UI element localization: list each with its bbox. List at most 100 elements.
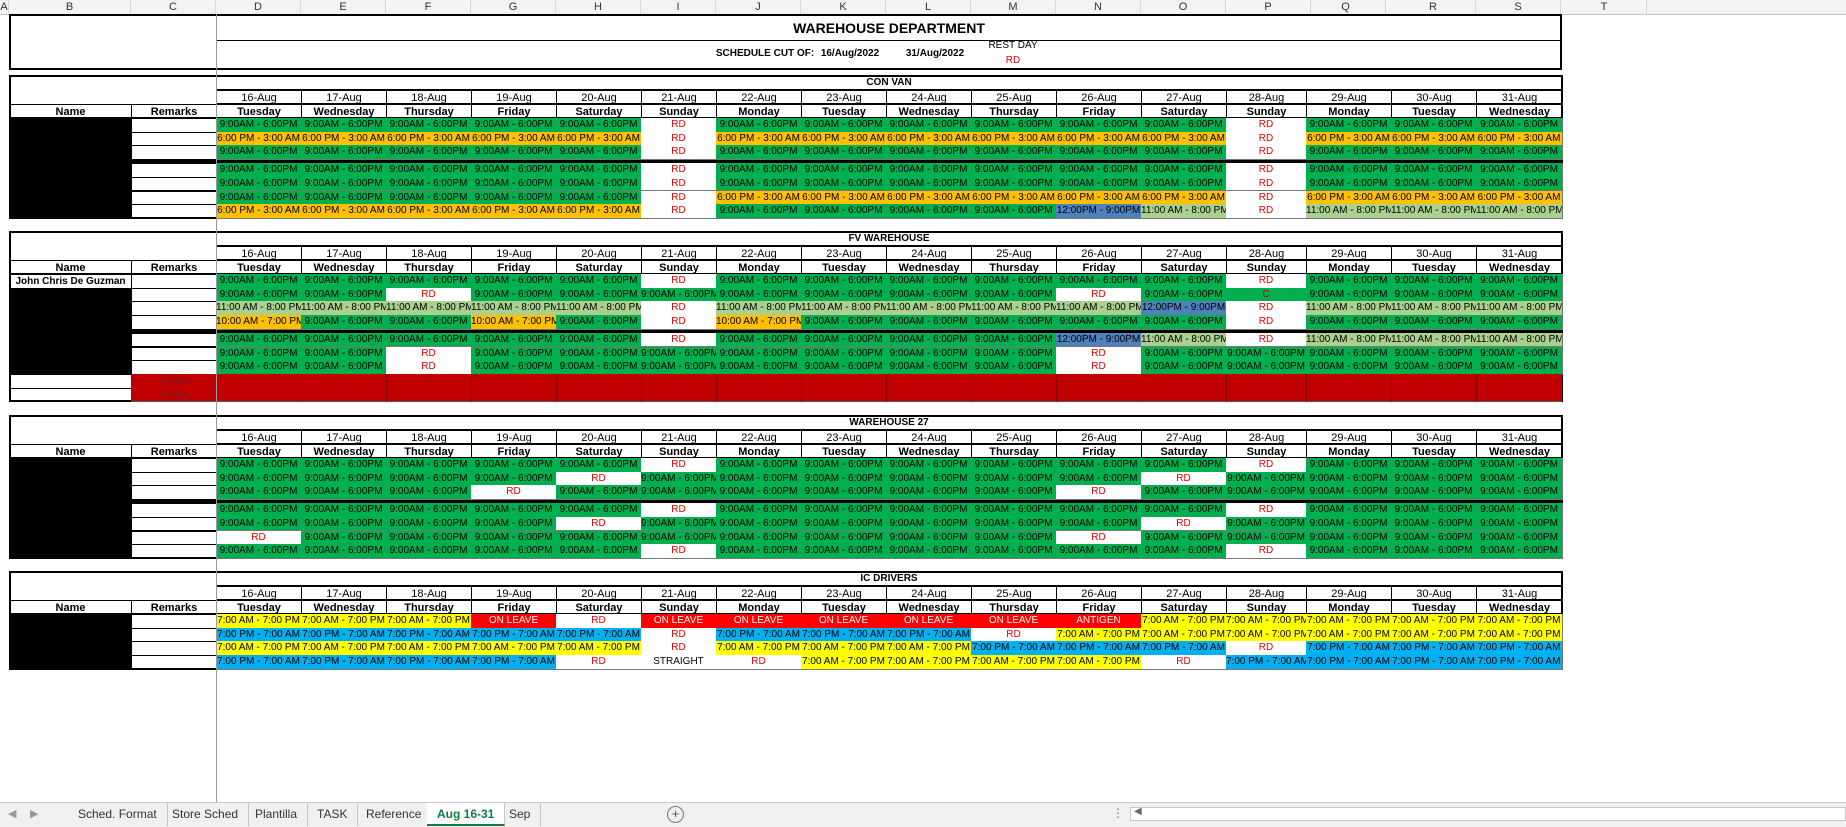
schedule-cell[interactable]: 9:00AM - 6:00PM [801, 346, 887, 362]
schedule-cell[interactable]: 9:00AM - 6:00PM [386, 190, 472, 206]
schedule-cell[interactable]: C [1226, 287, 1307, 303]
column-header-K[interactable]: K [801, 0, 886, 14]
schedule-cell[interactable]: 7:00 AM - 7:00 PM [1226, 627, 1307, 643]
schedule-cell[interactable]: ANTIGEN [1056, 614, 1142, 629]
schedule-cell[interactable]: RD [1226, 274, 1307, 289]
schedule-cell[interactable]: 9:00AM - 6:00PM [801, 530, 887, 546]
schedule-cell[interactable]: 9:00AM - 6:00PM [801, 145, 887, 161]
schedule-cell[interactable]: 9:00AM - 6:00PM [386, 274, 472, 289]
schedule-cell[interactable]: 9:00AM - 6:00PM [1476, 530, 1563, 546]
remarks-cell[interactable] [131, 274, 217, 289]
schedule-cell[interactable]: 9:00AM - 6:00PM [1141, 274, 1227, 289]
remarks-cell[interactable] [131, 641, 217, 657]
schedule-cell[interactable]: 9:00AM - 6:00PM [1226, 516, 1307, 532]
remarks-cell[interactable] [131, 503, 217, 518]
schedule-cell[interactable]: 9:00AM - 6:00PM [886, 118, 972, 133]
employee-name[interactable]: John Chris De Guzman [9, 274, 132, 289]
schedule-cell[interactable]: STRAIGHT [641, 655, 717, 670]
schedule-cell[interactable]: 9:00AM - 6:00PM [301, 360, 387, 375]
schedule-cell[interactable]: 9:00AM - 6:00PM [301, 471, 387, 487]
schedule-cell[interactable]: 9:00AM - 6:00PM [716, 544, 802, 559]
schedule-cell[interactable]: RD [556, 614, 642, 629]
remarks-cell[interactable]: AMOL [131, 373, 1562, 389]
schedule-cell[interactable]: 9:00AM - 6:00PM [386, 530, 472, 546]
schedule-cell[interactable]: 9:00AM - 6:00PM [1391, 274, 1477, 289]
column-header-G[interactable]: G [471, 0, 556, 14]
schedule-cell[interactable]: 9:00AM - 6:00PM [556, 360, 642, 375]
schedule-cell[interactable]: 10:00 AM - 7:00 PM [716, 315, 802, 330]
schedule-cell[interactable]: 9:00AM - 6:00PM [971, 204, 1057, 219]
schedule-cell[interactable]: 9:00AM - 6:00PM [301, 544, 387, 559]
schedule-cell[interactable]: 9:00AM - 6:00PM [886, 544, 972, 559]
schedule-cell[interactable]: 9:00AM - 6:00PM [801, 204, 887, 219]
schedule-cell[interactable]: 9:00AM - 6:00PM [801, 503, 887, 518]
schedule-cell[interactable]: 9:00AM - 6:00PM [1391, 287, 1477, 303]
schedule-cell[interactable]: 9:00AM - 6:00PM [971, 516, 1057, 532]
schedule-cell[interactable]: 9:00AM - 6:00PM [1306, 346, 1392, 362]
schedule-cell[interactable]: 11:00 AM - 8:00 PM [1141, 204, 1227, 219]
schedule-cell[interactable]: 6:00 PM - 3:00 AM [216, 131, 302, 147]
schedule-cell[interactable]: 7:00 AM - 7:00 PM [386, 641, 472, 657]
schedule-cell[interactable]: 7:00 PM - 7:00 AM [1306, 641, 1392, 657]
schedule-cell[interactable]: 9:00AM - 6:00PM [471, 190, 557, 206]
schedule-cell[interactable]: 9:00AM - 6:00PM [971, 274, 1057, 289]
schedule-cell[interactable]: RD [641, 458, 717, 473]
sheet-tab[interactable]: Reference [356, 803, 433, 826]
schedule-cell[interactable]: 7:00 AM - 7:00 PM [556, 641, 642, 657]
schedule-cell[interactable]: RD [471, 485, 557, 501]
remarks-cell[interactable] [131, 544, 217, 559]
schedule-cell[interactable]: RD [386, 360, 472, 375]
remarks-cell[interactable] [131, 163, 217, 178]
schedule-cell[interactable]: 10:00 AM - 7:00 PM [471, 315, 557, 330]
column-header-O[interactable]: O [1141, 0, 1226, 14]
schedule-cell[interactable]: 11:00 AM - 8:00 PM [1476, 204, 1563, 219]
schedule-cell[interactable]: RD [641, 204, 717, 219]
schedule-cell[interactable]: 9:00AM - 6:00PM [801, 118, 887, 133]
schedule-cell[interactable]: 9:00AM - 6:00PM [1056, 145, 1142, 161]
schedule-cell[interactable]: 9:00AM - 6:00PM [971, 471, 1057, 487]
schedule-cell[interactable]: 7:00 PM - 7:00 AM [301, 627, 387, 643]
schedule-cell[interactable]: 9:00AM - 6:00PM [556, 315, 642, 330]
schedule-cell[interactable]: 9:00AM - 6:00PM [471, 471, 557, 487]
schedule-cell[interactable]: 7:00 AM - 7:00 PM [886, 641, 972, 657]
schedule-cell[interactable]: 9:00AM - 6:00PM [641, 516, 717, 532]
schedule-cell[interactable]: 9:00AM - 6:00PM [1141, 315, 1227, 330]
schedule-cell[interactable]: 9:00AM - 6:00PM [801, 163, 887, 178]
schedule-cell[interactable]: 9:00AM - 6:00PM [216, 176, 302, 192]
schedule-cell[interactable]: 9:00AM - 6:00PM [1056, 315, 1142, 330]
remarks-cell[interactable] [131, 655, 217, 670]
schedule-cell[interactable]: 9:00AM - 6:00PM [716, 163, 802, 178]
schedule-cell[interactable]: RD [1141, 471, 1227, 487]
schedule-cell[interactable]: 9:00AM - 6:00PM [1306, 516, 1392, 532]
schedule-cell[interactable]: 9:00AM - 6:00PM [1056, 471, 1142, 487]
schedule-cell[interactable]: 9:00AM - 6:00PM [1391, 458, 1477, 473]
schedule-cell[interactable]: RD [1226, 190, 1307, 206]
schedule-cell[interactable]: 7:00 AM - 7:00 PM [1306, 614, 1392, 629]
schedule-cell[interactable]: 6:00 PM - 3:00 AM [1141, 190, 1227, 206]
schedule-cell[interactable]: RD [641, 544, 717, 559]
schedule-cell[interactable]: 7:00 PM - 7:00 AM [386, 655, 472, 670]
remarks-cell[interactable] [131, 471, 217, 487]
schedule-cell[interactable]: 9:00AM - 6:00PM [1391, 176, 1477, 192]
schedule-cell[interactable]: 7:00 PM - 7:00 AM [216, 655, 302, 670]
schedule-cell[interactable]: 9:00AM - 6:00PM [1306, 163, 1392, 178]
schedule-cell[interactable]: ON LEAVE [801, 614, 887, 629]
schedule-cell[interactable]: 9:00AM - 6:00PM [1476, 544, 1563, 559]
scroll-left-icon[interactable]: ◀ [1134, 806, 1142, 817]
column-header-F[interactable]: F [386, 0, 471, 14]
schedule-cell[interactable]: 9:00AM - 6:00PM [1476, 274, 1563, 289]
schedule-cell[interactable]: 7:00 AM - 7:00 PM [471, 641, 557, 657]
schedule-cell[interactable]: 9:00AM - 6:00PM [556, 287, 642, 303]
schedule-cell[interactable]: 11:00 AM - 8:00 PM [1306, 204, 1392, 219]
schedule-cell[interactable]: 7:00 AM - 7:00 PM [1141, 627, 1227, 643]
schedule-cell[interactable]: 9:00AM - 6:00PM [301, 485, 387, 501]
schedule-cell[interactable]: 9:00AM - 6:00PM [1391, 360, 1477, 375]
schedule-cell[interactable]: 9:00AM - 6:00PM [1141, 145, 1227, 161]
schedule-cell[interactable]: 9:00AM - 6:00PM [301, 145, 387, 161]
schedule-cell[interactable]: 7:00 AM - 7:00 PM [1391, 614, 1477, 629]
schedule-cell[interactable]: 9:00AM - 6:00PM [301, 503, 387, 518]
schedule-cell[interactable]: RD [216, 530, 302, 546]
schedule-cell[interactable]: 9:00AM - 6:00PM [1306, 530, 1392, 546]
schedule-cell[interactable]: 11:00 AM - 8:00 PM [1306, 332, 1392, 348]
